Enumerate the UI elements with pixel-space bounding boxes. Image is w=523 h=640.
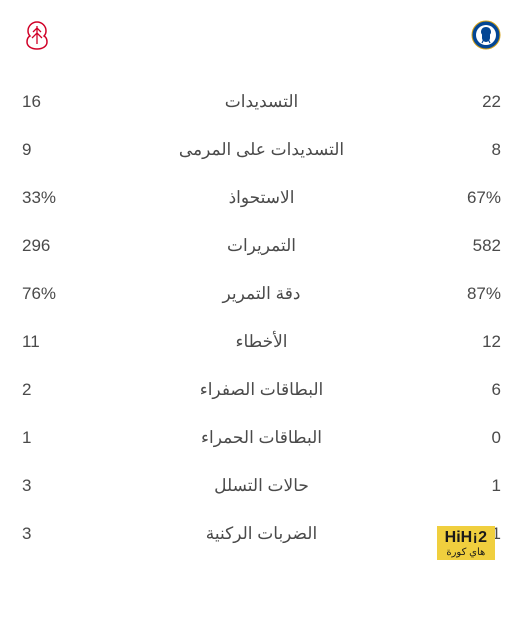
- away-stat-value: 582: [441, 236, 501, 256]
- stat-label: التسديدات: [82, 92, 441, 112]
- stat-row: 16 التسديدات 22: [22, 78, 501, 126]
- away-stat-value: 22: [441, 92, 501, 112]
- away-stat-value: 8: [441, 140, 501, 160]
- away-stat-value: 67%: [441, 188, 501, 208]
- home-stat-value: 11: [22, 332, 82, 352]
- stat-label: التسديدات على المرمى: [82, 140, 441, 160]
- match-stats-panel: 16 التسديدات 22 9 التسديدات على المرمى 8…: [0, 0, 523, 568]
- stat-row: 2 البطاقات الصفراء 6: [22, 366, 501, 414]
- home-stat-value: 3: [22, 524, 82, 544]
- chelsea-badge-icon: [471, 20, 501, 50]
- away-stat-value: 1: [441, 476, 501, 496]
- home-stat-value: 76%: [22, 284, 82, 304]
- stat-label: دقة التمرير: [82, 284, 441, 304]
- stat-label: التمريرات: [82, 236, 441, 256]
- stat-row: 3 الضربات الركنية 11: [22, 510, 501, 558]
- stat-row: 33% الاستحواذ 67%: [22, 174, 501, 222]
- watermark-logo-text: HiHi2: [445, 529, 487, 547]
- stat-row: 9 التسديدات على المرمى 8: [22, 126, 501, 174]
- away-stat-value: 12: [441, 332, 501, 352]
- home-stat-value: 33%: [22, 188, 82, 208]
- away-stat-value: 87%: [441, 284, 501, 304]
- home-stat-value: 296: [22, 236, 82, 256]
- stat-label: الاستحواذ: [82, 188, 441, 208]
- stat-row: 76% دقة التمرير 87%: [22, 270, 501, 318]
- stat-row: 3 حالات التسلل 1: [22, 462, 501, 510]
- stat-row: 296 التمريرات 582: [22, 222, 501, 270]
- away-stat-value: 0: [441, 428, 501, 448]
- stat-label: الأخطاء: [82, 332, 441, 352]
- stat-label: الضربات الركنية: [82, 524, 441, 544]
- home-stat-value: 16: [22, 92, 82, 112]
- home-stat-value: 3: [22, 476, 82, 496]
- home-stat-value: 9: [22, 140, 82, 160]
- away-team-badge: [471, 20, 501, 50]
- forest-badge-icon: [23, 20, 51, 50]
- watermark-subtitle: هاي كورة: [445, 547, 487, 558]
- stat-label: حالات التسلل: [82, 476, 441, 496]
- site-watermark: HiHi2 هاي كورة: [437, 526, 495, 560]
- home-stat-value: 1: [22, 428, 82, 448]
- teams-header: [22, 20, 501, 50]
- stat-row: 11 الأخطاء 12: [22, 318, 501, 366]
- away-stat-value: 6: [441, 380, 501, 400]
- stat-label: البطاقات الحمراء: [82, 428, 441, 448]
- home-team-badge: [22, 20, 52, 50]
- stat-row: 1 البطاقات الحمراء 0: [22, 414, 501, 462]
- home-stat-value: 2: [22, 380, 82, 400]
- stat-label: البطاقات الصفراء: [82, 380, 441, 400]
